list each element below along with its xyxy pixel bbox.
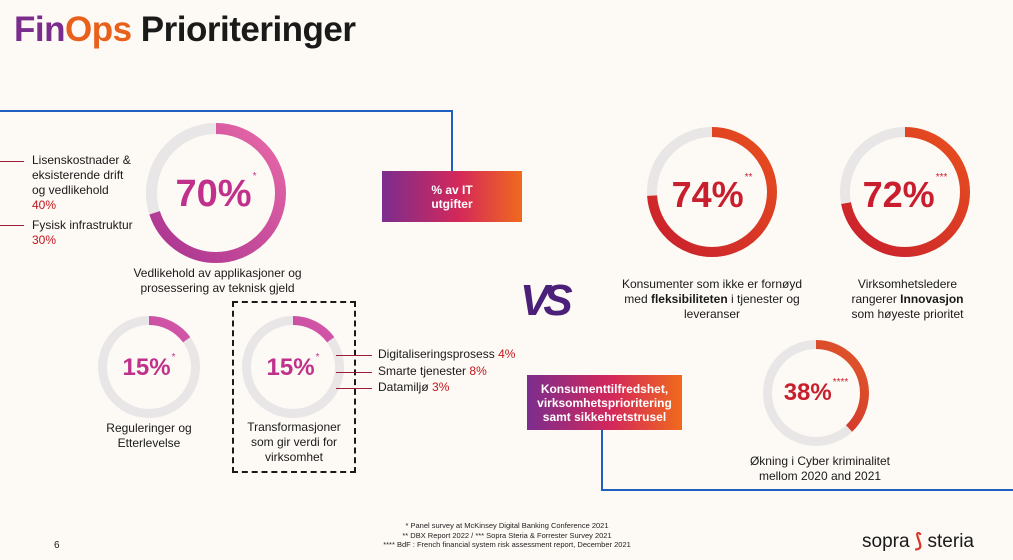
sopra-steria-mark-icon: ⟆ [909, 531, 928, 552]
consumers-donut [647, 127, 777, 257]
leaders-donut [840, 127, 970, 257]
page-title: FinOps Prioriteringer [14, 10, 356, 50]
title-prioriteringer: Prioriteringer [131, 10, 356, 49]
transformation-item-smart: Smarte tjenester 8% [378, 364, 487, 378]
connector-line-down-to-it [451, 110, 453, 172]
footnote-3: **** BdF : French financial system risk … [383, 540, 631, 549]
regulations-caption: Reguleringer og Etterlevelse [106, 421, 192, 450]
infra-item: Fysisk infrastruktur 30% [32, 218, 133, 247]
regulations-percent: 15%* [122, 352, 176, 381]
consumers-percent: 74%** [671, 172, 753, 215]
regulations-donut [98, 316, 200, 418]
consumers-caption: Konsumenter som ikke er fornøyd med flek… [621, 277, 803, 321]
connector-line-top-left [0, 110, 452, 112]
digital-tick [336, 355, 372, 356]
it-spend-box: % av IT utgifter [382, 171, 522, 222]
leaders-caption: Virksomhetsledere rangerer Innovasjon so… [851, 277, 964, 321]
transformations-donut [242, 316, 344, 418]
infra-tick [0, 225, 24, 226]
transformations-percent: 15%* [266, 352, 320, 381]
cyber-percent: 38%**** [783, 377, 849, 406]
footnotes: * Panel survey at McKinsey Digital Banki… [372, 521, 642, 550]
connector-line-consumer-box [601, 429, 603, 490]
transformations-dashed-box [232, 301, 356, 473]
connector-line-bottom-right [601, 489, 1013, 491]
ring-value-arc [647, 127, 777, 257]
footnote-1: * Panel survey at McKinsey Digital Banki… [405, 521, 609, 530]
transformations-caption: Transformasjoner som gir verdi for virks… [247, 420, 341, 464]
smart-tick [336, 372, 372, 373]
maintenance-caption: Vedlikehold av applikasjoner og prosesse… [133, 266, 302, 295]
cyber-donut [763, 340, 869, 446]
license-item: Lisenskostnader & eksisterende drift og … [32, 153, 131, 212]
ring-value-arc [98, 316, 200, 418]
maintenance-donut [146, 123, 286, 263]
consumer-satisfaction-box: Konsumenttilfredshet, virksomhetspriorite… [527, 375, 682, 430]
data-tick [336, 388, 372, 389]
footnote-2: ** DBX Report 2022 / *** Sopra Steria & … [402, 530, 612, 540]
license-tick [0, 161, 24, 162]
versus-label: VS [520, 276, 573, 325]
maintenance-percent: 70%* [175, 171, 257, 215]
ring-value-arc [242, 316, 344, 418]
ring-value-arc [763, 340, 869, 446]
infra-value: 30% [32, 233, 57, 247]
sopra-steria-logo: sopra ⟆ steria [862, 531, 974, 552]
ring-value-arc [146, 123, 286, 263]
license-value: 40% [32, 198, 57, 212]
title-fin: Fin [14, 10, 65, 49]
transformation-item-data: Datamiljø 3% [378, 380, 450, 394]
ring-value-arc [840, 127, 970, 257]
title-ops: Ops [64, 10, 132, 49]
cyber-caption: Økning i Cyber kriminalitet mellom 2020 … [749, 454, 891, 483]
leaders-percent: 72%*** [862, 172, 948, 215]
transformation-item-digital: Digitaliseringsprosess 4% [378, 347, 516, 361]
page-number: 6 [54, 540, 60, 551]
